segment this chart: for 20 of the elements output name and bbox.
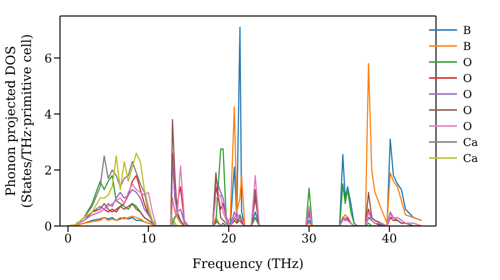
legend-label: Ca [463,136,478,148]
y-tick-label: 2 [44,163,52,178]
x-tick-label: 10 [140,232,156,246]
x-tick-label: 40 [382,232,398,246]
y-axis-title: Phonon projected DOS (States/THz·primitive cell) [4,33,36,208]
x-tick-label: 20 [221,232,236,246]
x-axis-title: Frequency (THz) [192,257,304,272]
x-tick-label: 0 [64,232,72,246]
legend-label: O [463,104,472,116]
y-tick-label: 6 [44,51,52,66]
y-tick-label: 4 [44,107,52,122]
legend-label: B [463,40,472,52]
legend-label: O [463,56,472,68]
legend-label: B [463,24,472,36]
legend-label: O [463,88,472,100]
y-tick-label: 0 [44,219,52,234]
legend-label: O [463,72,472,84]
legend-label: Ca [463,152,478,164]
x-tick-label: 30 [301,232,317,246]
legend-label: O [463,120,472,132]
